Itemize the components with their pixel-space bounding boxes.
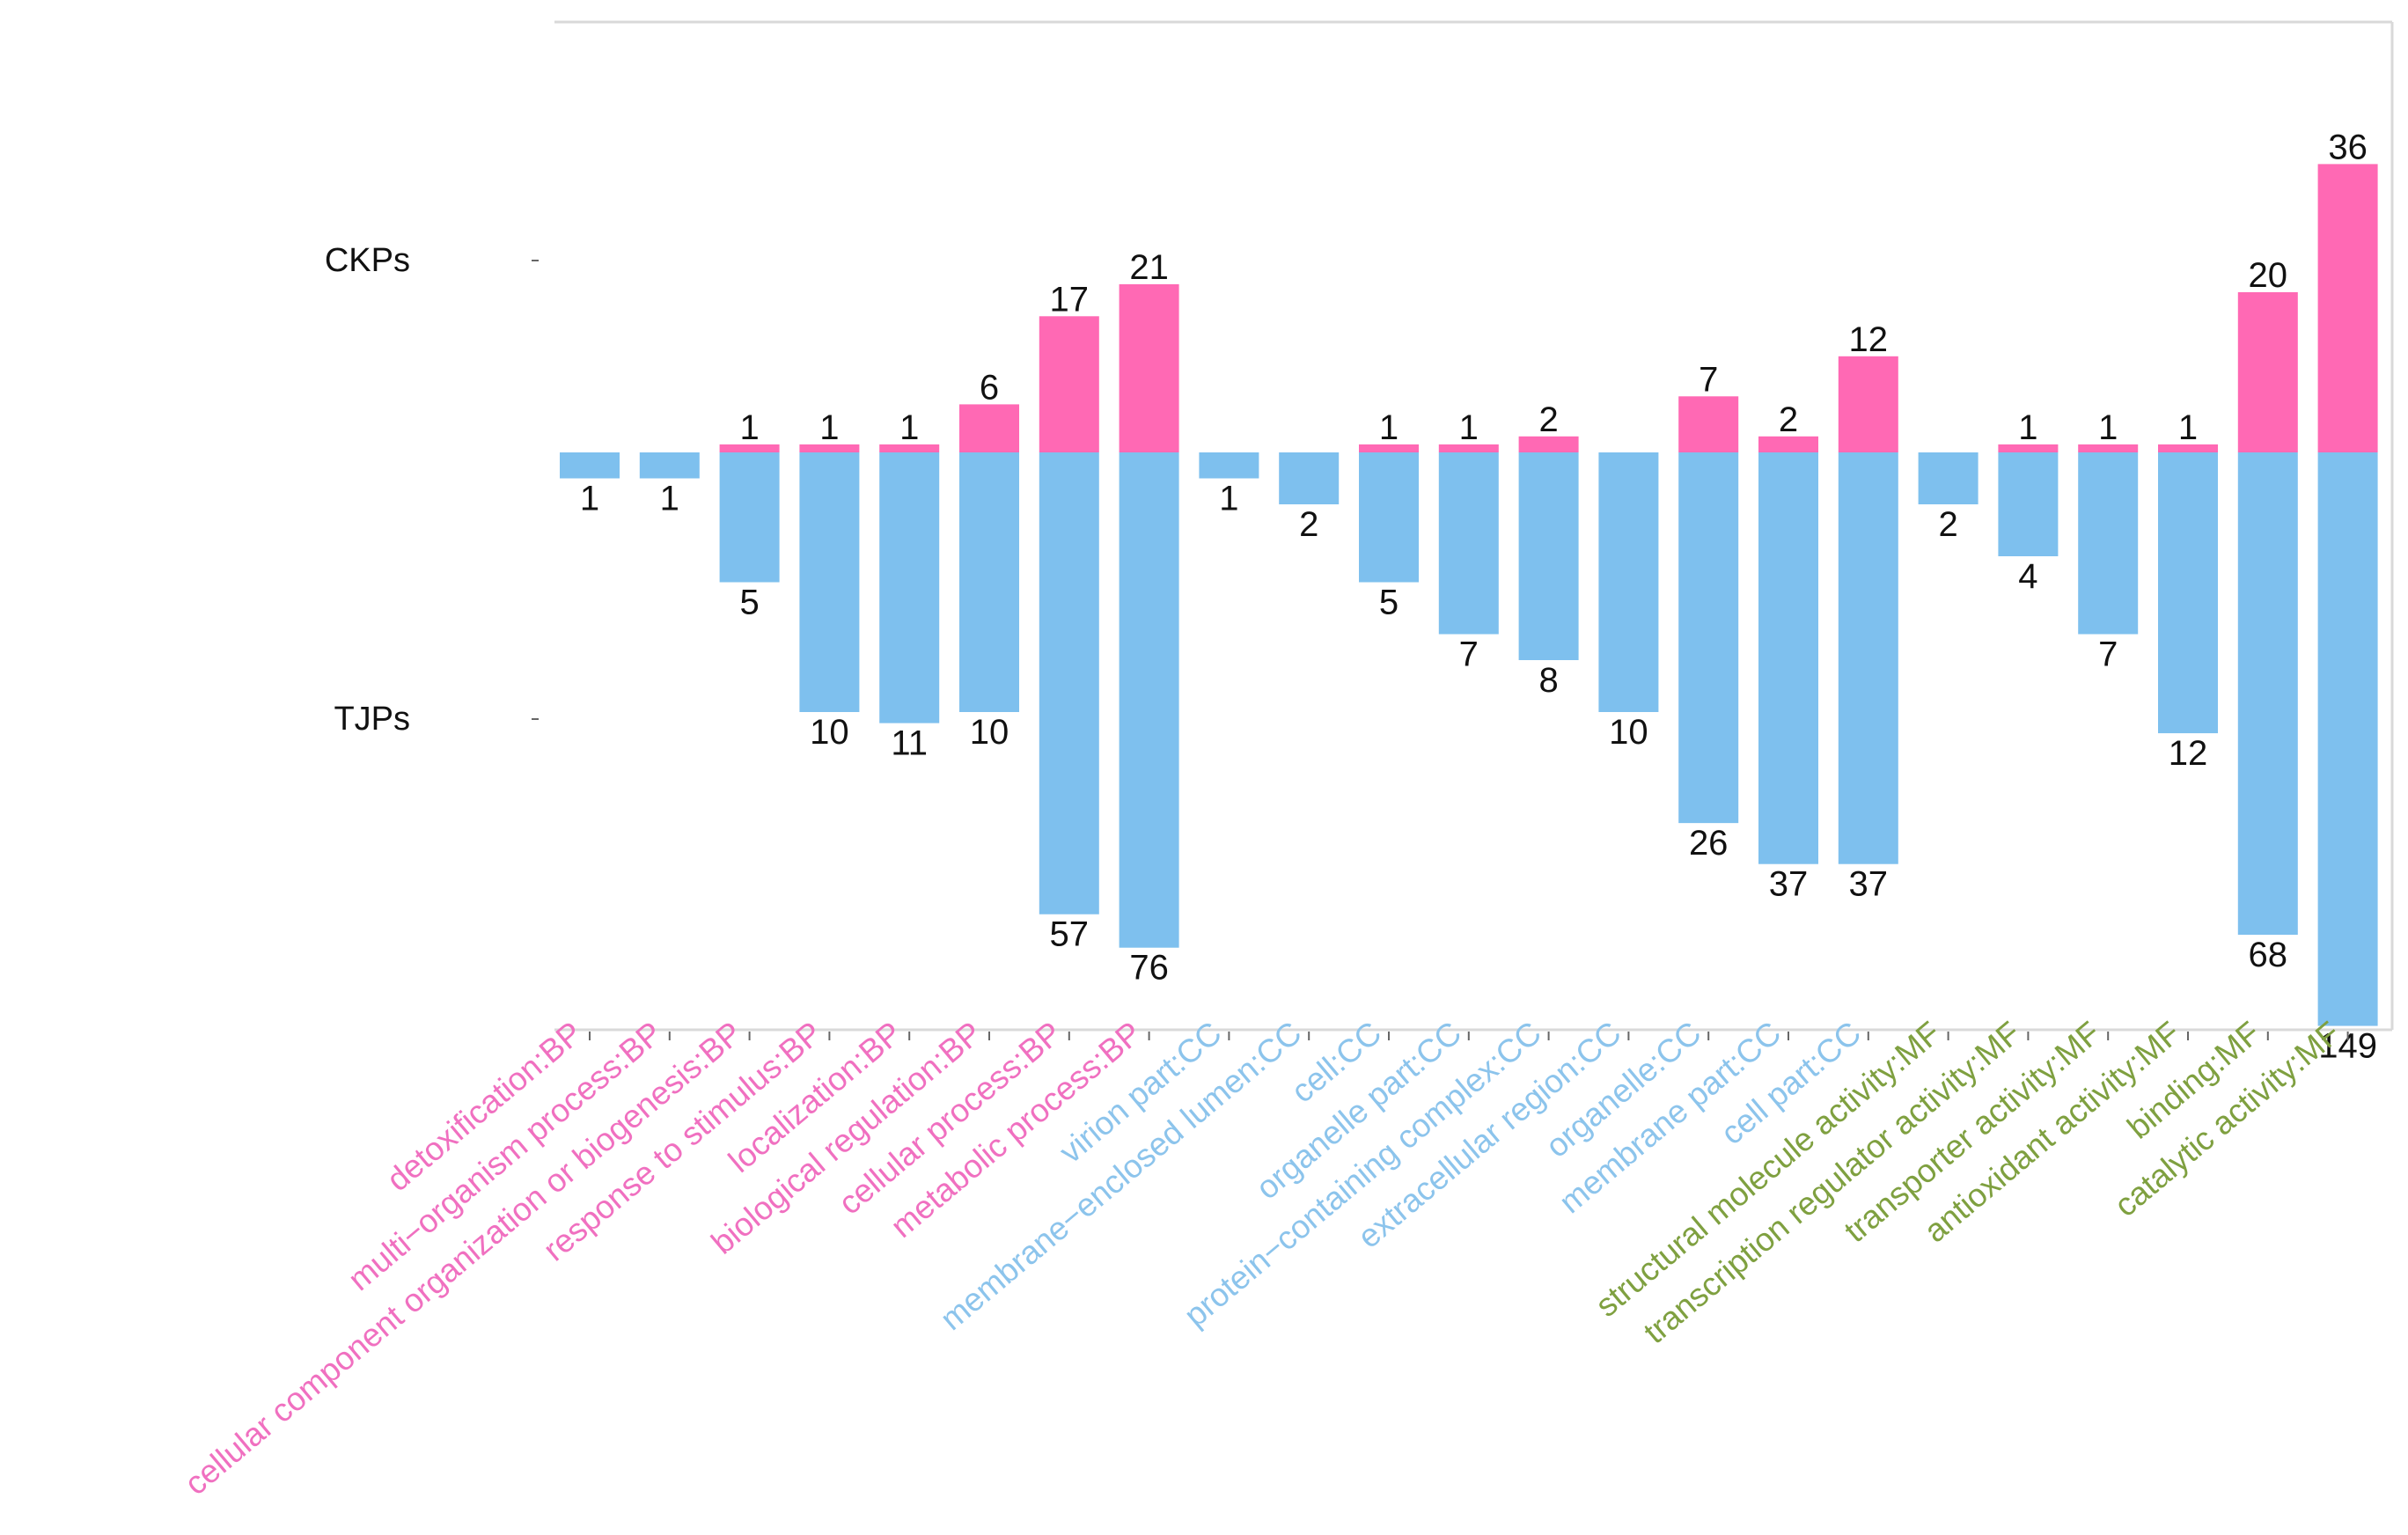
bar-tjps-11: [1438, 452, 1499, 635]
bar-ckps-11: [1438, 444, 1499, 452]
bar-tjps-0: [560, 452, 620, 479]
bar-tjps-12: [1518, 452, 1579, 660]
value-label-tjps-5: 10: [970, 713, 1009, 752]
bar-ckps-3: [799, 444, 860, 452]
bar-ckps-18: [1998, 444, 2059, 452]
bar-tjps-22: [2317, 452, 2378, 1026]
value-label-tjps-11: 7: [1459, 635, 1479, 674]
value-label-tjps-8: 1: [1219, 480, 1238, 518]
value-label-tjps-19: 7: [2098, 635, 2118, 674]
bar-ckps-4: [879, 444, 940, 452]
bar-tjps-8: [1199, 452, 1259, 479]
bar-tjps-7: [1119, 452, 1179, 948]
bar-tjps-9: [1279, 452, 1340, 504]
value-label-tjps-15: 37: [1769, 865, 1809, 904]
value-label-tjps-7: 76: [1129, 949, 1169, 988]
bar-ckps-5: [959, 404, 1019, 452]
value-label-ckps-19: 1: [2098, 408, 2118, 447]
bar-tjps-21: [2237, 452, 2298, 936]
value-label-ckps-16: 12: [1849, 320, 1889, 359]
bar-ckps-16: [1838, 356, 1898, 452]
value-label-ckps-4: 1: [899, 408, 919, 447]
bar-ckps-7: [1119, 283, 1179, 452]
value-label-ckps-15: 2: [1779, 400, 1798, 439]
bar-tjps-13: [1598, 452, 1659, 712]
y-axis: CKPs TJPs: [325, 242, 539, 738]
bar-ckps-21: [2237, 292, 2298, 452]
value-label-ckps-5: 6: [980, 368, 999, 407]
value-label-tjps-3: 10: [810, 713, 849, 752]
value-label-tjps-21: 68: [2249, 936, 2288, 974]
value-label-ckps-10: 1: [1379, 408, 1399, 447]
bar-tjps-3: [799, 452, 860, 712]
bar-ckps-2: [719, 444, 780, 452]
bar-tjps-16: [1838, 452, 1898, 864]
x-ticks: [589, 1032, 2349, 1040]
value-label-tjps-0: 1: [580, 480, 599, 518]
value-label-ckps-11: 1: [1459, 408, 1479, 447]
value-label-tjps-16: 37: [1849, 865, 1889, 904]
value-label-tjps-1: 1: [660, 480, 679, 518]
value-label-tjps-13: 10: [1609, 713, 1648, 752]
value-label-tjps-12: 8: [1538, 661, 1558, 700]
value-label-ckps-6: 17: [1050, 280, 1090, 319]
value-label-ckps-22: 36: [2328, 128, 2368, 166]
value-label-tjps-2: 5: [739, 584, 759, 622]
value-label-ckps-21: 20: [2249, 256, 2288, 295]
value-label-tjps-9: 2: [1299, 505, 1318, 544]
value-label-tjps-14: 26: [1689, 824, 1729, 863]
y-tick-label-tjps: TJPs: [334, 701, 410, 738]
bar-ckps-15: [1758, 436, 1818, 452]
value-label-ckps-20: 1: [2178, 408, 2198, 447]
y-tick-label-ckps: CKPs: [325, 242, 410, 279]
value-label-tjps-4: 11: [891, 724, 928, 763]
bar-ckps-19: [2078, 444, 2139, 452]
bar-ckps-10: [1359, 444, 1419, 452]
bar-tjps-2: [719, 452, 780, 583]
bar-tjps-15: [1758, 452, 1818, 864]
category-label-1: multi−organism process:BP: [341, 1015, 669, 1298]
data-labels: 1 115110111610175721761215172810726237123…: [580, 128, 2377, 1065]
bars: [560, 164, 2378, 1026]
value-label-ckps-12: 2: [1538, 400, 1558, 439]
value-label-tjps-20: 12: [2169, 734, 2208, 773]
value-label-ckps-14: 7: [1699, 360, 1718, 399]
value-label-tjps-18: 4: [2018, 557, 2037, 596]
bar-tjps-14: [1678, 452, 1739, 824]
category-label-2: cellular component organization or bioge…: [178, 1015, 749, 1502]
value-label-ckps-18: 1: [2018, 408, 2037, 447]
bar-tjps-20: [2158, 452, 2218, 734]
value-label-ckps-7: 21: [1129, 248, 1169, 287]
bar-ckps-20: [2158, 444, 2218, 452]
plot-frame: [554, 20, 2394, 1032]
bar-tjps-4: [879, 452, 940, 723]
bar-tjps-17: [1918, 452, 1979, 504]
bar-tjps-19: [2078, 452, 2139, 635]
value-label-ckps-3: 1: [819, 408, 839, 447]
bar-ckps-6: [1039, 316, 1099, 452]
bar-ckps-12: [1518, 436, 1579, 452]
bar-tjps-10: [1359, 452, 1419, 583]
bar-tjps-18: [1998, 452, 2059, 556]
bar-tjps-1: [639, 452, 700, 479]
value-label-ckps-2: 1: [739, 408, 759, 447]
bar-tjps-6: [1039, 452, 1099, 914]
value-label-tjps-6: 57: [1050, 915, 1090, 954]
value-label-tjps-10: 5: [1379, 584, 1399, 622]
value-label-tjps-17: 2: [1938, 505, 1957, 544]
bar-ckps-14: [1678, 396, 1739, 452]
bar-ckps-22: [2317, 164, 2378, 452]
bar-tjps-5: [959, 452, 1019, 712]
